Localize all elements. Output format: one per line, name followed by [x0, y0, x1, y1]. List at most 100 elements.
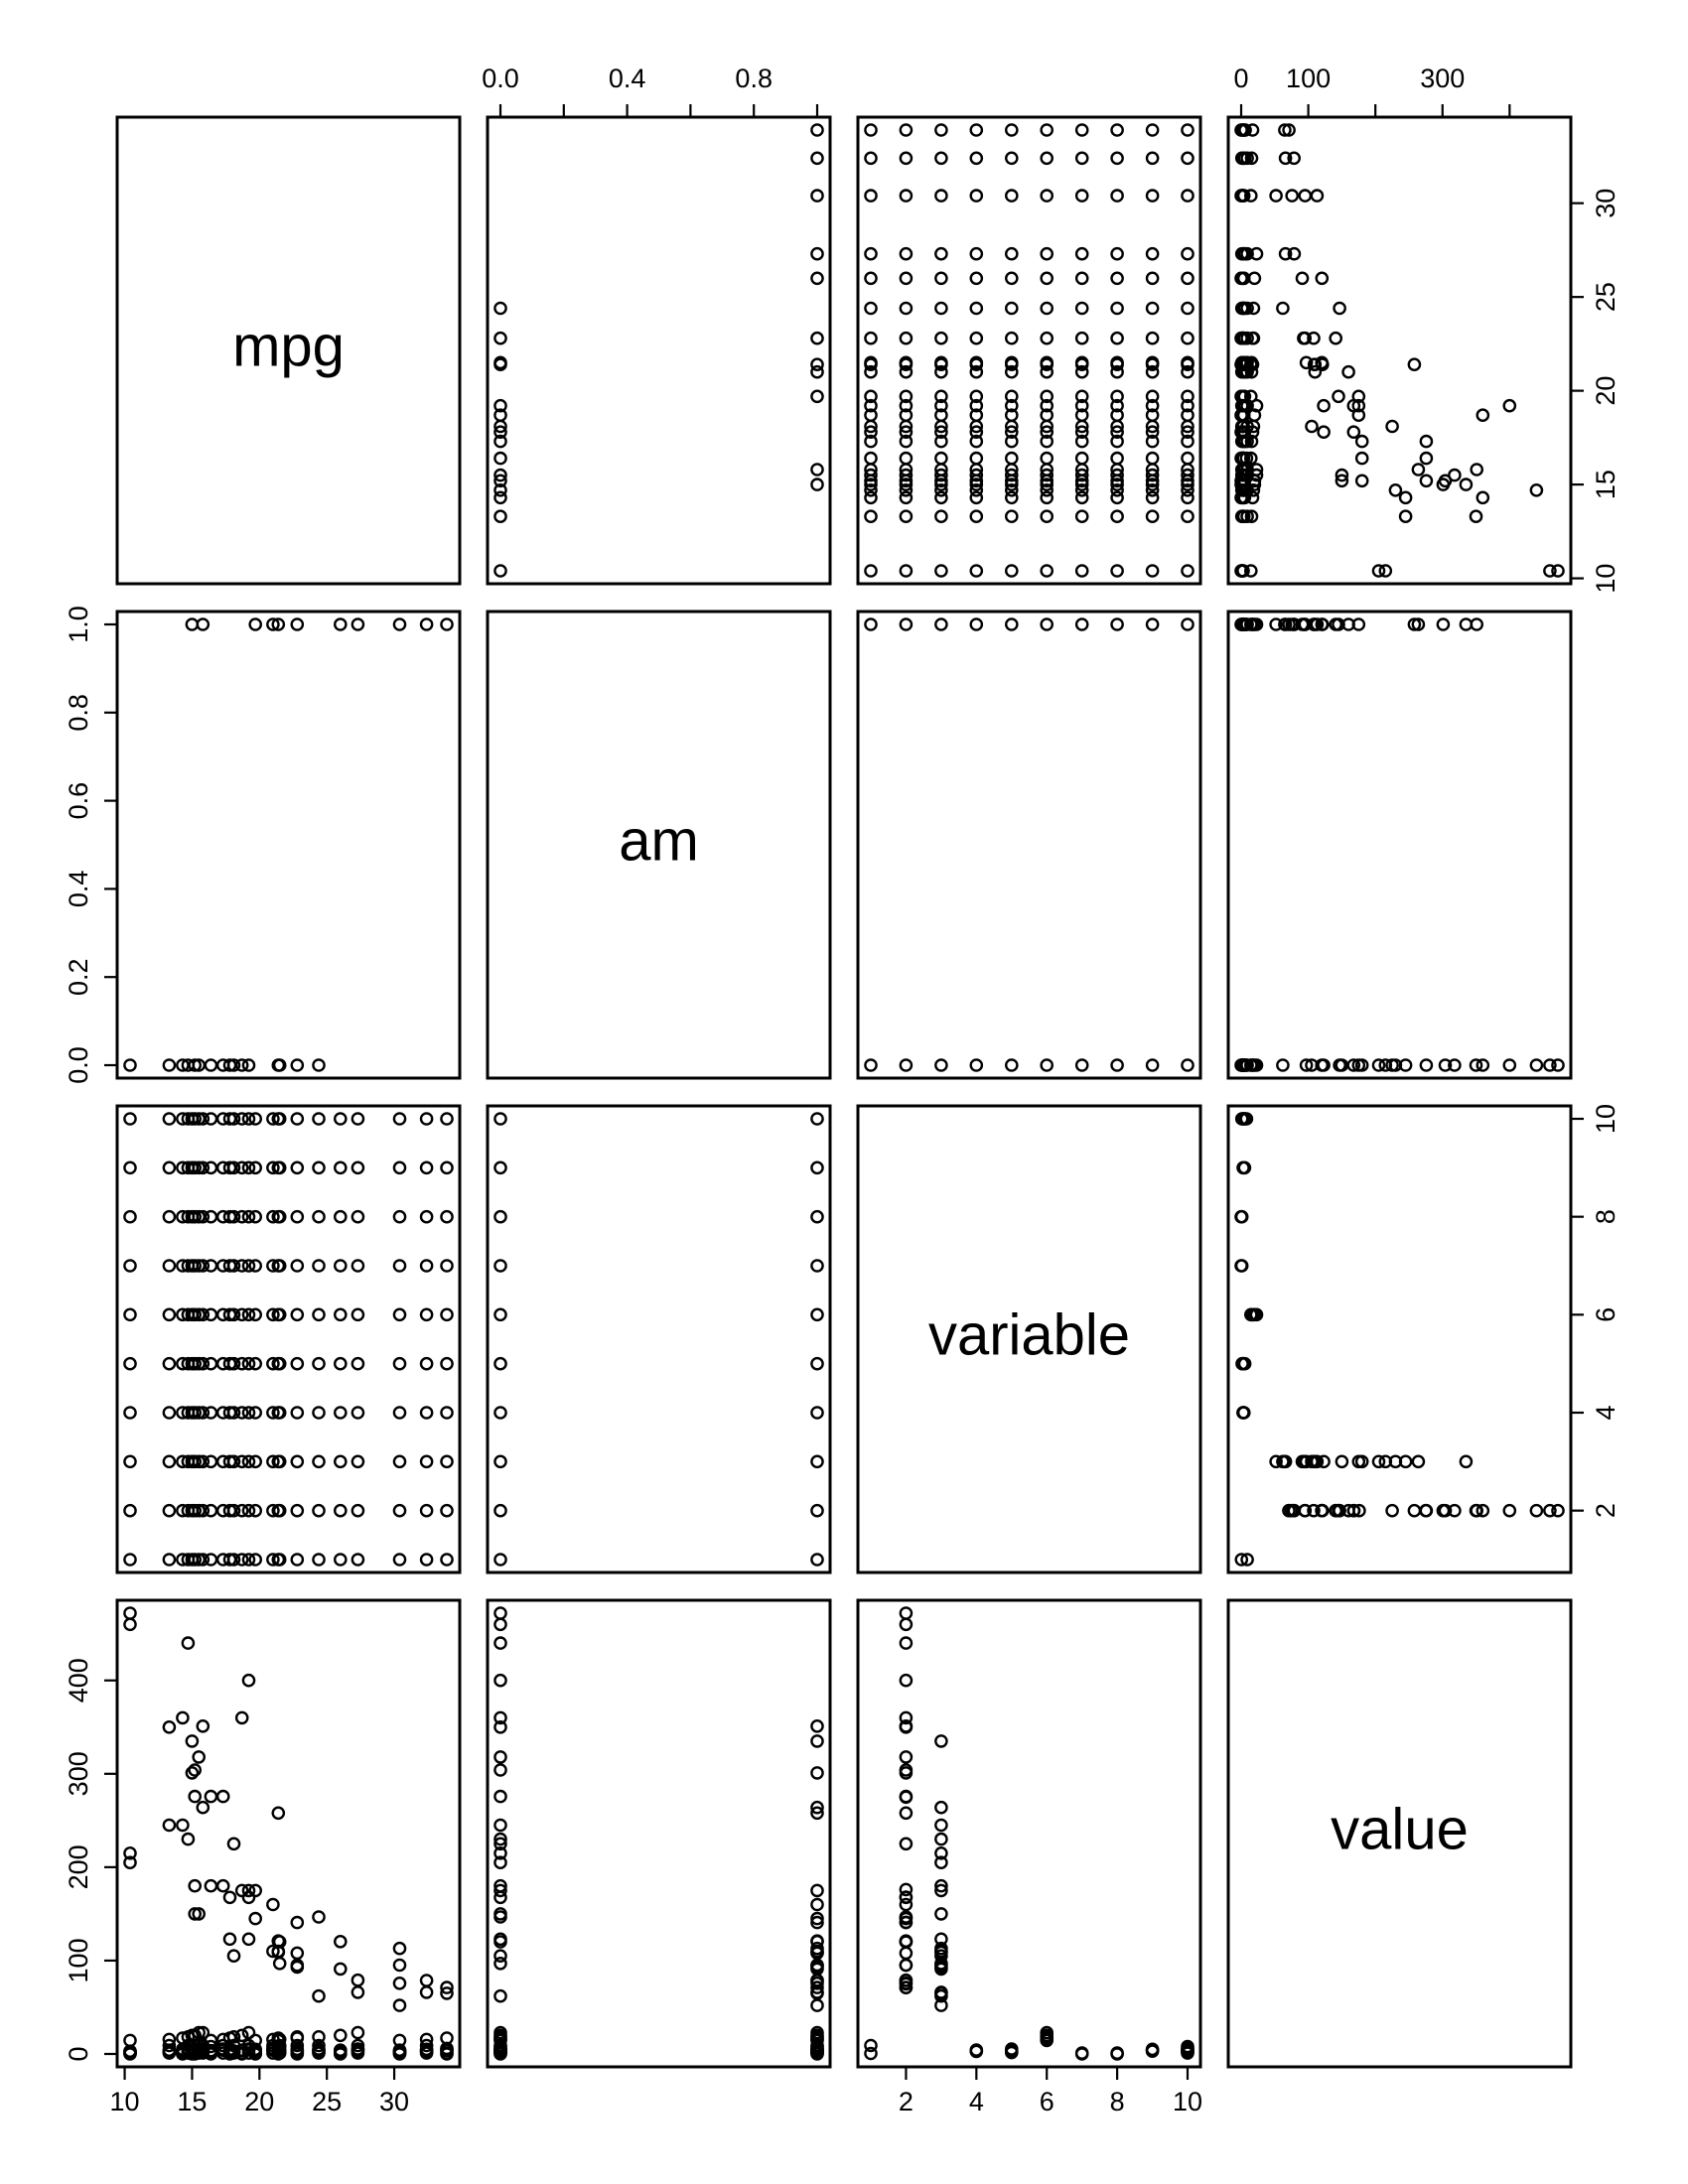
point [248, 1883, 263, 1898]
top-axis-value: 0 100 300 [1233, 64, 1511, 119]
point [1005, 434, 1019, 449]
point [1419, 434, 1434, 449]
point [123, 2033, 137, 2048]
panel-am-variable [856, 610, 1202, 1080]
point [1529, 482, 1544, 497]
point [222, 2045, 237, 2059]
tick-label: 8 [1110, 2087, 1125, 2116]
point [290, 1553, 305, 1567]
point [1145, 434, 1160, 449]
point [1181, 246, 1195, 261]
point [1110, 364, 1124, 379]
point [1005, 246, 1019, 261]
point [969, 331, 984, 345]
point [1181, 468, 1195, 482]
point [493, 434, 507, 449]
point [1145, 564, 1160, 578]
point [1307, 1503, 1321, 1518]
point [1005, 398, 1019, 413]
point [810, 1883, 824, 1898]
point [234, 1406, 249, 1420]
point [192, 1907, 206, 1921]
point [1040, 408, 1054, 423]
point [493, 1907, 507, 1921]
point [899, 1673, 914, 1688]
point [1145, 468, 1160, 482]
point [392, 1941, 407, 1956]
point [969, 151, 984, 166]
point [899, 1790, 914, 1805]
point [810, 357, 824, 372]
point [1110, 151, 1124, 166]
tick-label: 10 [1173, 2087, 1202, 2116]
point [934, 1734, 948, 1748]
point [1040, 151, 1054, 166]
point [241, 2042, 256, 2057]
point [934, 246, 948, 261]
point [1145, 490, 1160, 505]
point [392, 1112, 407, 1126]
point [290, 1112, 305, 1126]
point [1074, 2046, 1089, 2060]
point [333, 2045, 348, 2059]
point [1145, 463, 1160, 477]
point [272, 1553, 287, 1567]
point [1398, 490, 1413, 505]
tick-label: 0.4 [609, 64, 646, 93]
point [1181, 2039, 1195, 2054]
point [419, 1356, 434, 1371]
point [934, 490, 948, 505]
point [1005, 271, 1019, 286]
point [1239, 1058, 1254, 1072]
point [123, 1503, 137, 1518]
point [1317, 425, 1331, 440]
point [192, 2025, 206, 2040]
points-variable-vs-value [1234, 1112, 1565, 1567]
point [899, 1806, 914, 1821]
point [1040, 425, 1054, 440]
right-axis-mpg: 10 15 20 25 30 [1569, 189, 1620, 594]
point [1145, 189, 1160, 203]
point [185, 1454, 200, 1469]
point [934, 564, 948, 578]
point [1074, 463, 1089, 477]
point [392, 1977, 407, 1990]
point [934, 617, 948, 631]
point [493, 1720, 507, 1734]
point [271, 1945, 286, 1960]
point [1419, 451, 1434, 466]
point [934, 151, 948, 166]
point [1110, 355, 1124, 370]
point [1145, 482, 1160, 497]
point [272, 1406, 287, 1420]
point [312, 1910, 326, 1924]
tick-label: 300 [64, 1751, 93, 1796]
point [493, 1112, 507, 1126]
point [196, 1307, 211, 1322]
point [899, 478, 914, 491]
point [493, 425, 507, 440]
point [1284, 1503, 1299, 1518]
point [333, 1160, 348, 1175]
point [1110, 478, 1124, 491]
point [1237, 389, 1252, 404]
point [864, 246, 878, 261]
point [493, 1789, 507, 1804]
tick-label: 0.8 [64, 694, 93, 732]
point [419, 617, 434, 631]
point [392, 1998, 407, 2012]
point [266, 1356, 280, 1371]
point [1305, 419, 1319, 434]
point [1181, 482, 1195, 497]
point [899, 1766, 914, 1780]
point [969, 451, 984, 466]
point [440, 1209, 454, 1224]
point [333, 1259, 348, 1273]
point [226, 1307, 241, 1322]
point [1276, 1058, 1290, 1072]
point [1074, 331, 1089, 345]
point [1110, 1058, 1124, 1072]
point [333, 1454, 348, 1469]
top-axis-am: 0.0 0.4 0.8 [482, 64, 819, 119]
